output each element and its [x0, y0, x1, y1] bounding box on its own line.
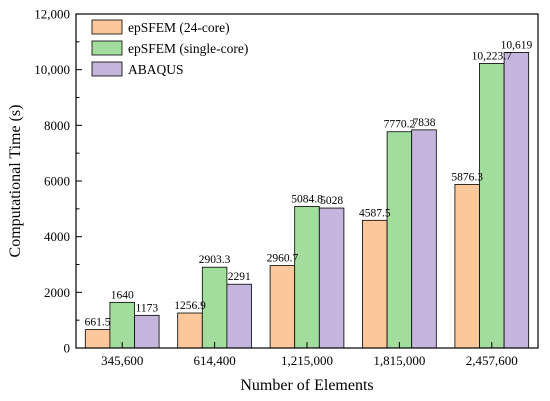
bar-3-2	[226, 283, 252, 349]
y-axis-title: Computational Time (s)	[7, 105, 24, 258]
data-label-3-5: 10,619	[501, 39, 533, 51]
data-label-3-1: 1173	[136, 302, 159, 314]
bar-1-2	[177, 312, 203, 349]
data-label-2-3: 5084.8	[291, 193, 323, 205]
x-ticks-group: 345,600 614,400 1,215,000 1,815,000 2,457,60…	[101, 342, 518, 368]
legend-label-3: ABAQUS	[128, 62, 184, 77]
bar-1-4	[362, 219, 388, 349]
data-label-1-3: 2960.7	[267, 253, 299, 265]
bar-3-1	[134, 314, 160, 349]
data-label-2-4: 7770.2	[384, 119, 416, 131]
bars-group	[84, 52, 530, 349]
data-label-3-2: 2291	[228, 271, 251, 283]
x-tick-label: 1,215,000	[281, 353, 333, 368]
data-label-2-5: 10,223.7	[472, 50, 513, 62]
bar-3-5	[503, 52, 530, 349]
legend-swatch-3	[91, 61, 123, 77]
data-label-2-1: 1640	[111, 289, 134, 301]
y-tick-label: 6000	[44, 174, 70, 189]
bar-2-2	[201, 266, 228, 349]
bar-2-4	[386, 131, 413, 349]
bar-3-4	[411, 129, 437, 349]
y-tick-label: 2000	[44, 285, 70, 300]
y-tick-label: 8000	[44, 118, 70, 133]
x-tick-label: 1,815,000	[373, 353, 425, 368]
legend-label-1: epSFEM (24-core)	[128, 20, 230, 35]
data-label-2-2: 2903.3	[199, 254, 231, 266]
bar-3-3	[318, 207, 345, 349]
y-ticks-group: 0 2000 4000 6000 8000 10,000 12,000	[34, 7, 82, 356]
bar-1-3	[269, 265, 296, 349]
data-label-1-4: 4587.5	[359, 207, 391, 219]
x-tick-label: 2,457,600	[466, 353, 518, 368]
data-label-1-1: 661.5	[85, 317, 111, 329]
x-axis-title: Number of Elements	[240, 377, 373, 394]
y-tick-label: 0	[64, 341, 71, 356]
data-labels-group: 661.5 1256.9 2960.7 4587.5 5876.3 1640 2903.3 5…	[85, 39, 533, 328]
bar-2-5	[479, 63, 505, 349]
x-tick-label: 345,600	[101, 353, 143, 368]
bar-2-3	[294, 206, 320, 349]
data-label-3-3: 5028	[320, 195, 343, 207]
data-label-1-2: 1256.9	[174, 300, 206, 312]
y-tick-label: 12,000	[34, 7, 70, 22]
y-tick-label: 4000	[44, 229, 70, 244]
y-tick-label: 10,000	[34, 62, 70, 77]
bar-1-1	[84, 329, 111, 349]
x-tick-label: 614,400	[193, 353, 235, 368]
legend-label-2: epSFEM (single-core)	[128, 41, 248, 56]
legend: epSFEM (24-core) epSFEM (single-core) ABAQ…	[91, 19, 248, 77]
data-label-3-4: 7838	[413, 117, 436, 129]
legend-swatch-2	[91, 40, 123, 56]
bar-1-5	[454, 184, 480, 349]
bar-2-1	[109, 301, 135, 349]
data-label-1-5: 5876.3	[451, 171, 483, 183]
legend-swatch-1	[91, 19, 123, 35]
